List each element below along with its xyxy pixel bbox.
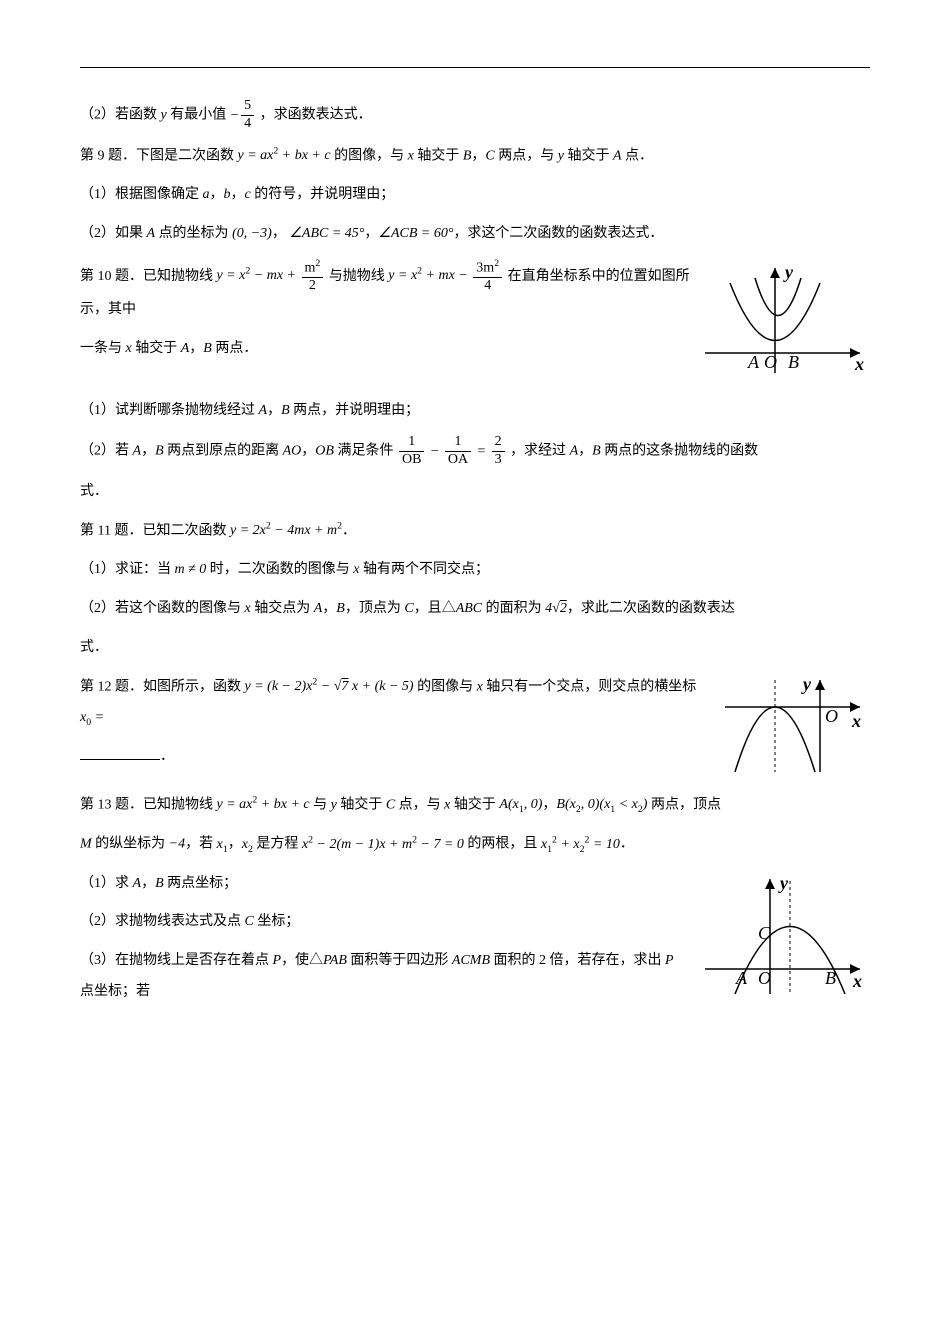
svg-text:O: O [758,968,771,988]
svg-text:A: A [747,352,760,372]
q9-stem: 第 9 题．下图是二次函数 y = ax2 + bx + c 的图像，与 x 轴… [80,141,870,172]
q10-part2: （2）若 A，B 两点到原点的距离 AO，OB 满足条件 1OB − 1OA =… [80,434,870,469]
q12-blank[interactable] [80,745,160,760]
svg-text:x: x [852,971,862,991]
top-rule [80,67,870,68]
q11-part1: （1）求证：当 m ≠ 0 时，二次函数的图像与 x 轴有两个不同交点； [80,555,870,586]
svg-text:B: B [788,352,799,372]
svg-text:x: x [854,354,864,374]
svg-text:C: C [758,923,771,943]
svg-text:O: O [764,352,777,372]
q12-block: x y O 第 12 题．如图所示，函数 y = (k − 2)x2 − √7 … [80,672,870,782]
q13-figure: x y A O B C [700,869,870,999]
q9-part1: （1）根据图像确定 a，b，c 的符号，并说明理由； [80,180,870,211]
q11-part2: （2）若这个函数的图像与 x 轴交点为 A，B，顶点为 C，且△ABC 的面积为… [80,594,870,625]
q13-block: x y A O B C （1）求 A，B 两点坐标； （2）求抛物线表达式及点 … [80,869,870,1016]
q8-part2: （2）若函数 y 有最小值 −54 ，求函数表达式． [80,98,870,133]
q10-block: x y A O B 第 10 题．已知抛物线 y = x2 − mx + m22… [80,258,870,388]
q11-stem: 第 11 题．已知二次函数 y = 2x2 − 4mx + m2． [80,516,870,547]
svg-text:y: y [801,674,812,694]
svg-text:x: x [851,711,861,731]
q10-figure: x y A O B [700,258,870,388]
q11-part2-cont: 式． [80,633,870,664]
q10-part1: （1）试判断哪条抛物线经过 A，B 两点，并说明理由； [80,396,870,427]
svg-text:A: A [735,968,748,988]
svg-text:B: B [825,968,836,988]
q10-part2-cont: 式． [80,477,870,508]
q12-figure: x y O [720,672,870,782]
q13-stem-b: M 的纵坐标为 −4，若 x1，x2 是方程 x2 − 2(m − 1)x + … [80,829,870,860]
q9-part2: （2）如果 A 点的坐标为 (0, −3)， ∠ABC = 45°，∠ACB =… [80,219,870,250]
svg-text:O: O [825,706,838,726]
svg-text:y: y [778,873,789,893]
svg-text:y: y [783,262,794,282]
page: （2）若函数 y 有最小值 −54 ，求函数表达式． 第 9 题．下图是二次函数… [80,67,870,1016]
q13-stem-a: 第 13 题．已知抛物线 y = ax2 + bx + c 与 y 轴交于 C … [80,790,870,821]
